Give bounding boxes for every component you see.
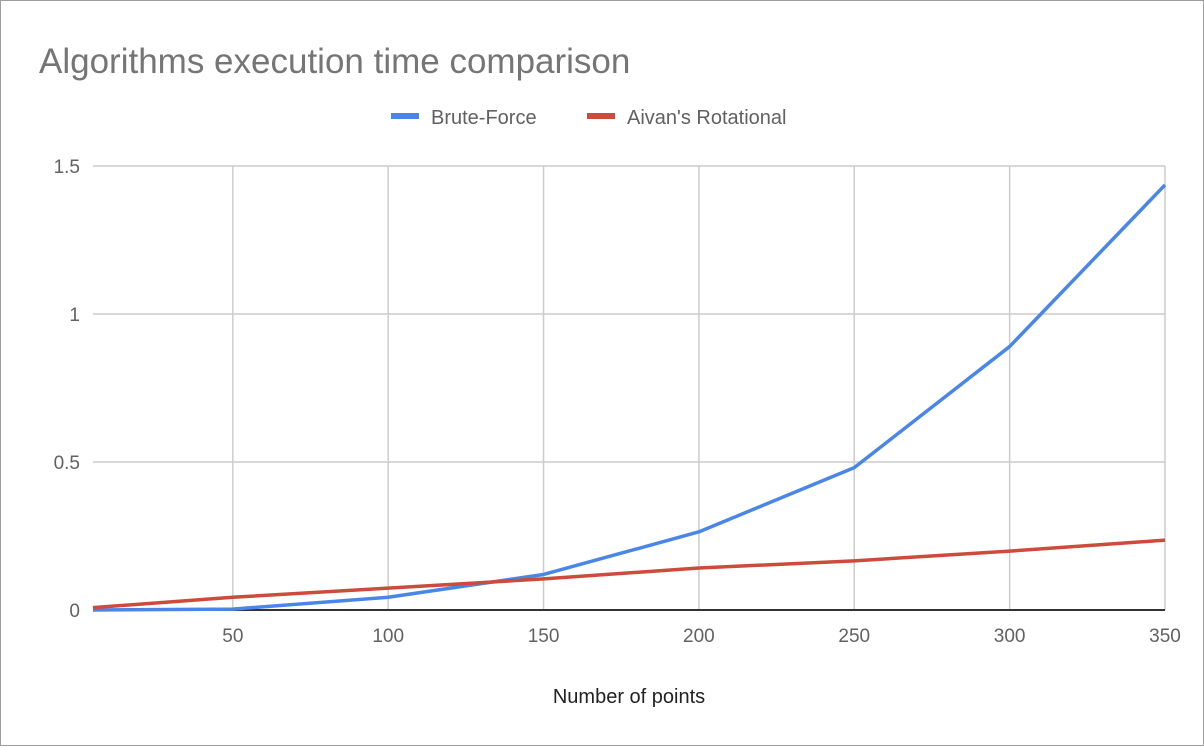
x-tick-label: 100 [372, 626, 404, 647]
x-tick-label: 250 [838, 626, 870, 647]
series-line-1 [92, 538, 1166, 610]
ticks: 0 0.5 1 1.5 50 100 150 200 250 300 350 [54, 157, 1181, 647]
x-tick-label: 350 [1149, 626, 1181, 647]
y-tick-label: 1 [69, 305, 80, 326]
x-tick-label: 50 [222, 626, 243, 647]
y-tick-label: 0 [69, 601, 80, 622]
x-tick-label: 150 [528, 626, 560, 647]
chart-title: Algorithms execution time comparison [39, 42, 630, 81]
series-line-0 [92, 183, 1167, 612]
x-axis-label: Number of points [553, 686, 705, 708]
legend-swatch-0 [391, 113, 419, 119]
y-tick-label: 0.5 [54, 453, 80, 474]
x-tick-label: 200 [683, 626, 715, 647]
y-tick-label: 1.5 [54, 157, 80, 178]
x-tick-label: 300 [994, 626, 1026, 647]
legend-label-1: Aivan's Rotational [627, 107, 786, 129]
legend-label-0: Brute-Force [431, 107, 537, 129]
legend: Brute-Force Aivan's Rotational [391, 107, 786, 129]
grid [93, 165, 1166, 611]
series-lines [92, 183, 1167, 612]
legend-swatch-1 [587, 113, 615, 119]
